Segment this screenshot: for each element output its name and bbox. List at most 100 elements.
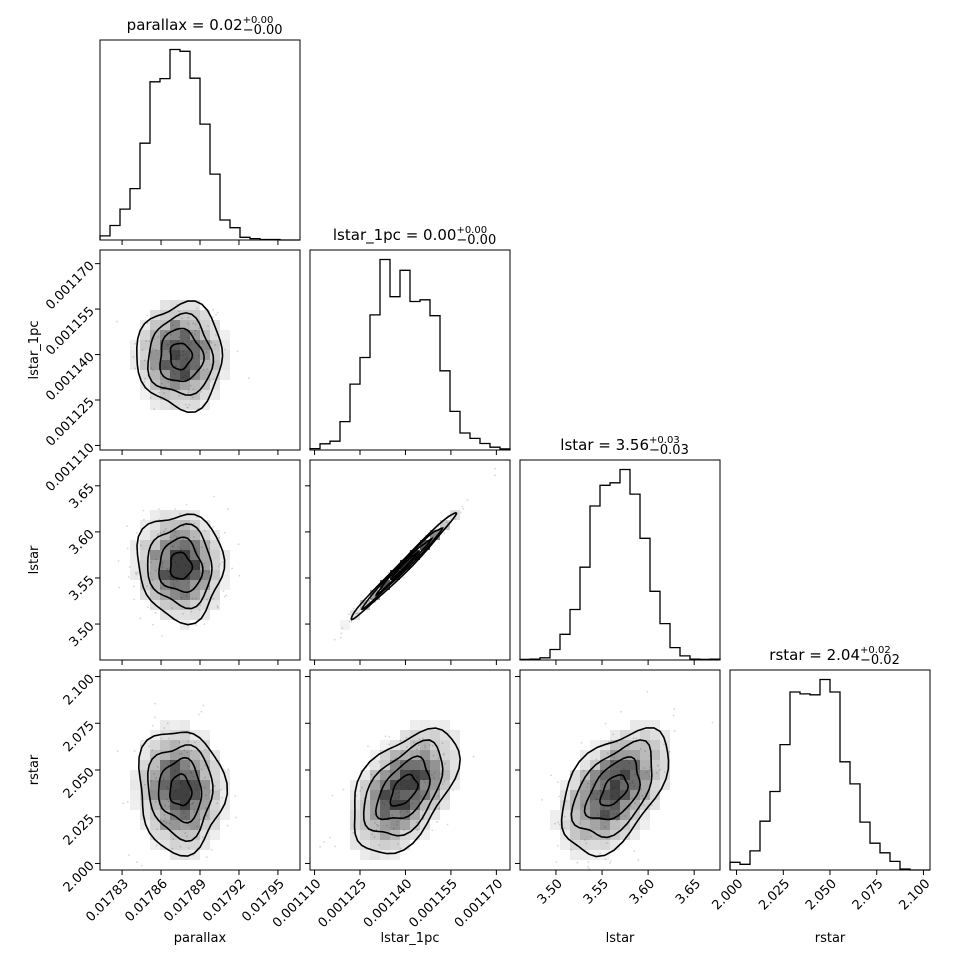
sample-point: [191, 597, 194, 600]
density-cell: [130, 800, 140, 810]
density-cell: [190, 320, 200, 330]
sample-point: [210, 342, 213, 344]
sample-point: [205, 794, 207, 797]
sample-point: [378, 844, 381, 847]
sample-point: [612, 733, 615, 736]
density-cell: [160, 550, 170, 560]
sample-point: [153, 408, 156, 411]
density-cell: [410, 750, 420, 760]
density-cell: [190, 530, 200, 540]
density-cell: [160, 530, 170, 540]
density-cell: [150, 540, 160, 550]
density-cell: [400, 840, 410, 850]
sample-point: [423, 744, 426, 747]
sample-point: [388, 770, 391, 773]
sample-point: [193, 536, 195, 538]
density-cell: [410, 790, 420, 800]
sample-point: [556, 781, 559, 783]
contour-level: [599, 774, 629, 807]
density-cell: [190, 840, 200, 850]
density-cell: [600, 760, 610, 770]
contour-level: [374, 537, 434, 597]
density-cell: [140, 540, 150, 550]
sample-point: [157, 780, 159, 783]
density-cell: [150, 840, 160, 850]
sample-point: [185, 503, 188, 506]
density-cell: [170, 850, 180, 860]
panel-frame: [519, 459, 721, 661]
sample-point: [587, 865, 589, 868]
contour-level: [374, 755, 431, 821]
density-cell: [610, 730, 620, 740]
y-tick-label: 2.000: [61, 859, 98, 896]
density-cell: [150, 530, 160, 540]
sample-point: [199, 818, 202, 821]
sample-point: [663, 771, 666, 773]
density-cell: [150, 360, 160, 370]
sample-point: [148, 340, 151, 343]
panel-lstar_1pc-vs-rstar: [309, 669, 511, 871]
sample-point: [635, 737, 638, 740]
density-cell: [170, 390, 180, 400]
sample-point: [166, 722, 169, 725]
density-cell: [390, 770, 400, 780]
density-cell: [160, 330, 170, 340]
density-cell: [610, 750, 620, 760]
density-cell: [150, 820, 160, 830]
density-cell: [390, 820, 400, 830]
sample-point: [206, 814, 209, 817]
density-cell: [180, 750, 190, 760]
density-cell: [170, 600, 180, 610]
density-cell: [130, 570, 140, 580]
sample-point: [434, 533, 436, 536]
density-cell: [160, 780, 170, 790]
sample-point: [361, 786, 363, 789]
x-tick-label: 0.001170: [452, 876, 506, 930]
density-cell: [160, 830, 170, 840]
density-cell: [400, 760, 410, 770]
sample-point: [209, 340, 212, 343]
density-cell: [160, 390, 170, 400]
density-cell: [400, 730, 410, 740]
density-cell: [180, 370, 190, 380]
sample-point: [205, 807, 207, 809]
sample-point: [208, 571, 210, 573]
sample-point: [161, 635, 163, 637]
sample-point: [644, 750, 647, 752]
density-cell: [210, 800, 220, 810]
density-cell: [170, 770, 180, 780]
density-cell: [140, 370, 150, 380]
hist-lstar_1pc: lstar_1pc = 0.00+0.00−0.00: [309, 225, 511, 451]
density-cell: [570, 780, 580, 790]
sample-point: [350, 621, 353, 623]
sample-point: [155, 844, 158, 847]
density-cell: [380, 750, 390, 760]
density-cell: [140, 390, 150, 400]
density-cell: [560, 810, 570, 820]
density-cell: [380, 800, 390, 810]
sample-point: [461, 505, 464, 508]
density-cell: [590, 750, 600, 760]
density-cell: [190, 830, 200, 840]
density-cell: [180, 400, 190, 410]
density-cell: [410, 770, 420, 780]
sample-point: [190, 610, 193, 613]
y-axis-label: lstar_1pc: [27, 321, 42, 380]
density-cell: [180, 810, 190, 820]
density-cell: [150, 770, 160, 780]
sample-point: [639, 748, 642, 750]
density-cell: [620, 830, 630, 840]
density-cell: [210, 380, 220, 390]
density-cell: [210, 750, 220, 760]
sample-point: [555, 861, 558, 863]
sample-point: [136, 571, 139, 574]
density-cell: [190, 330, 200, 340]
density-cell: [420, 730, 430, 740]
density-cell: [220, 330, 230, 340]
sample-point: [150, 561, 153, 564]
sample-point: [174, 508, 177, 510]
sample-point: [368, 765, 371, 767]
sample-point: [431, 744, 434, 747]
sample-point: [194, 323, 197, 326]
contour-level: [146, 312, 215, 396]
